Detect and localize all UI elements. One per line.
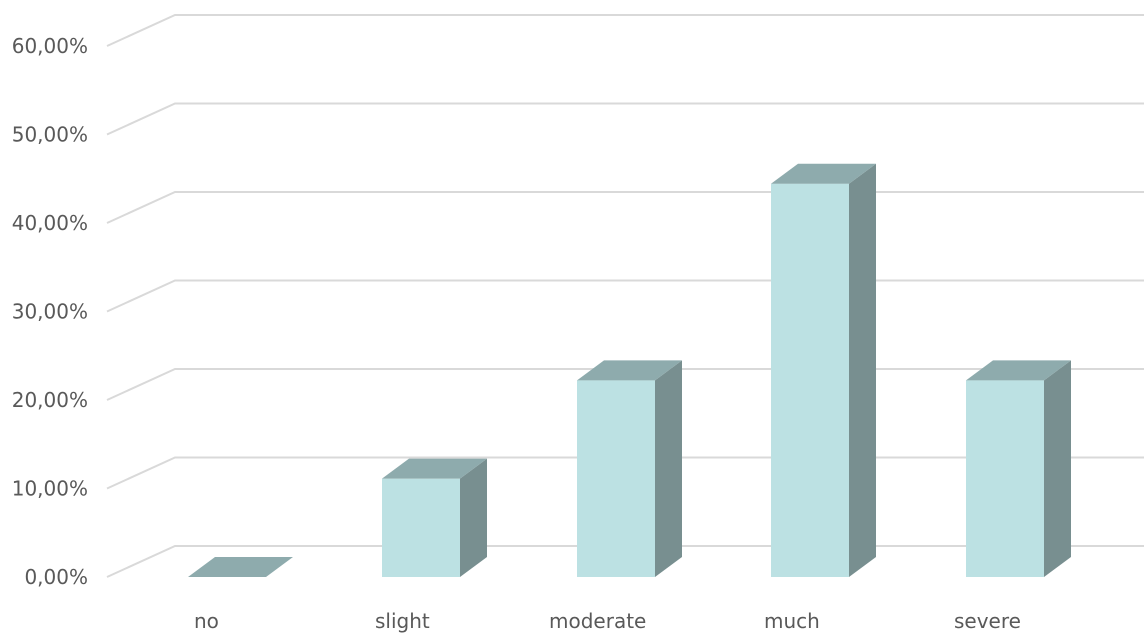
gridlines <box>106 14 1144 578</box>
y-axis-tick-labels: 0,00% 10,00% 20,00% 30,00% 40,00% 50,00% 60,00… <box>12 34 88 589</box>
bar-no <box>188 557 293 577</box>
x-axis-category-labels: no slight moderate much severe <box>194 609 1021 633</box>
gridline <box>106 191 1144 224</box>
bar-side-face <box>1044 360 1071 577</box>
bar-front-face <box>382 478 460 577</box>
y-tick-label: 40,00% <box>12 211 88 235</box>
x-category-label: moderate <box>549 609 646 633</box>
y-tick-label: 20,00% <box>12 388 88 412</box>
bar-side-face <box>655 360 682 577</box>
x-category-label: no <box>194 609 219 633</box>
bar-moderate <box>577 360 682 577</box>
bar-top-face <box>966 360 1071 381</box>
bar-side-face <box>460 458 487 577</box>
bar-front-face <box>966 380 1044 577</box>
bar-front-face <box>577 380 655 577</box>
bars <box>188 163 1071 577</box>
bar-top-face <box>771 163 876 184</box>
x-category-label: severe <box>954 609 1021 633</box>
bar-much <box>771 163 876 577</box>
y-tick-label: 0,00% <box>24 565 88 589</box>
bar-top-face <box>577 360 682 381</box>
gridline <box>106 14 1144 47</box>
bar-slight <box>382 458 487 577</box>
x-category-label: much <box>764 609 820 633</box>
y-tick-label: 60,00% <box>12 34 88 58</box>
bar-top-face <box>188 557 293 577</box>
bar-severe <box>966 360 1071 577</box>
y-tick-label: 30,00% <box>12 300 88 324</box>
y-tick-label: 50,00% <box>12 123 88 147</box>
y-tick-label: 10,00% <box>12 477 88 501</box>
bar-top-face <box>382 458 487 479</box>
gridline <box>106 102 1144 136</box>
x-category-label: slight <box>375 609 430 633</box>
bar-front-face <box>771 183 849 577</box>
bar-side-face <box>849 163 876 577</box>
gridline <box>106 279 1144 313</box>
